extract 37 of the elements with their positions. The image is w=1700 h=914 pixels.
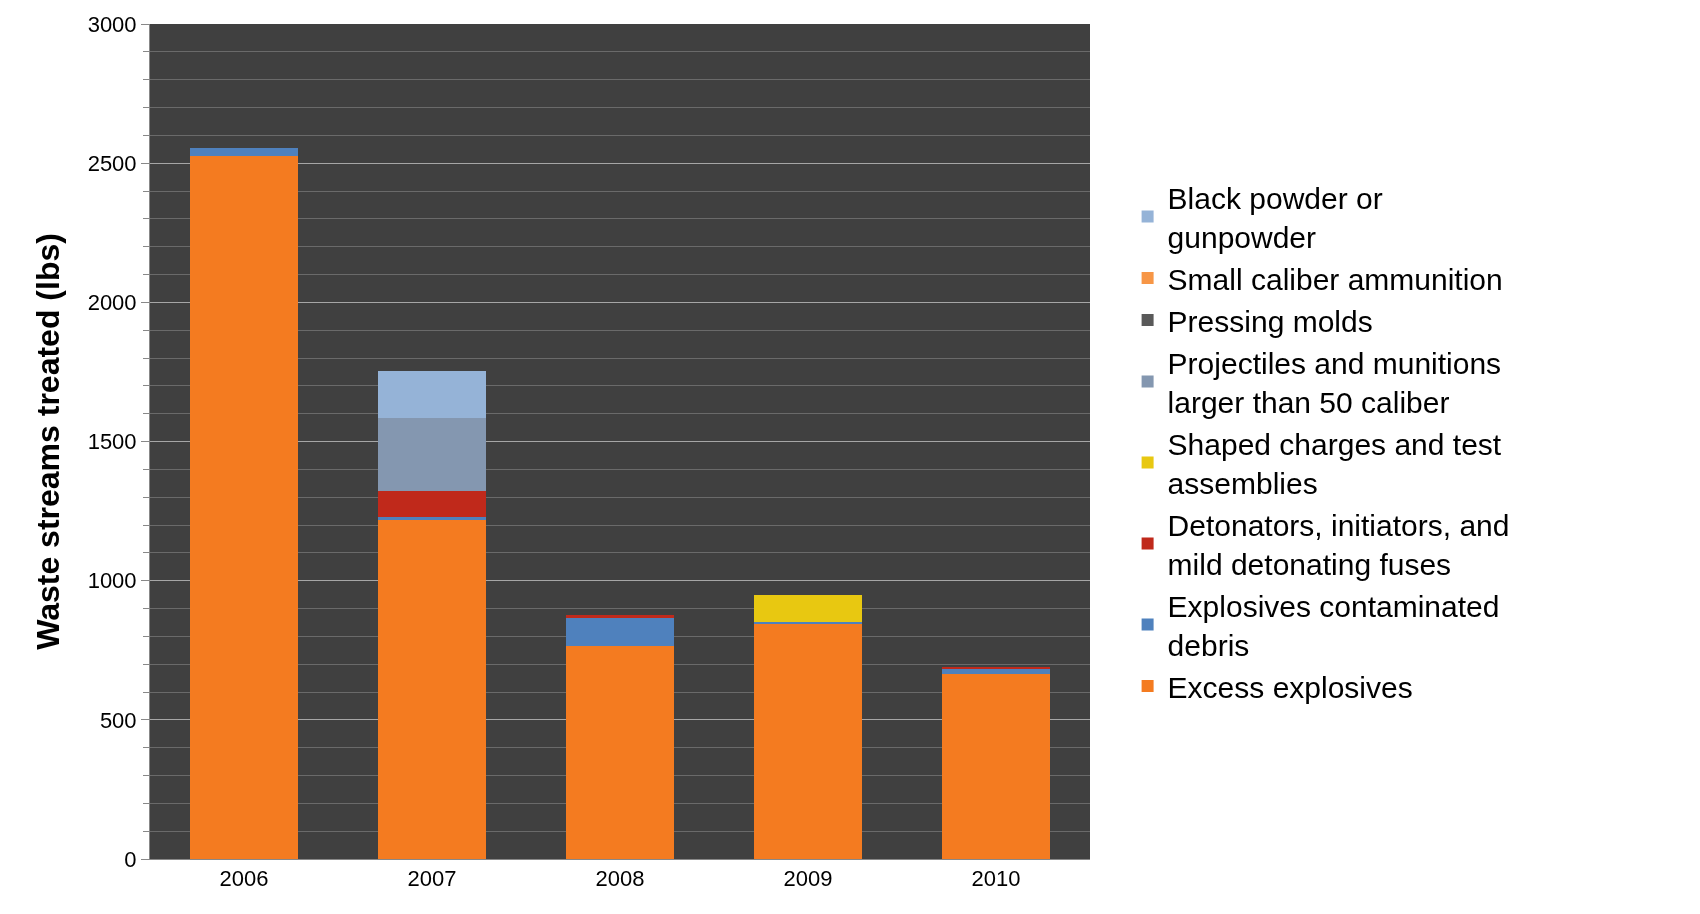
legend-label: Black powder or gunpowder (1167, 181, 1383, 254)
x-tick-label: 2009 (783, 866, 833, 892)
legend-label: Explosives contaminated debris (1167, 589, 1500, 662)
legend-label: Small caliber ammunition (1167, 262, 1503, 296)
y-tick-label: 1000 (87, 568, 137, 594)
y-axis-title: Waste streams treated (lbs) (29, 233, 66, 650)
legend-label: Pressing molds (1167, 304, 1373, 338)
y-tick-label: 2500 (87, 150, 137, 176)
x-tick-label: 2006 (219, 866, 269, 892)
legend-label: Excess explosives (1167, 670, 1413, 704)
x-tick-label: 2008 (595, 866, 645, 892)
bar (566, 618, 674, 647)
bar (378, 371, 486, 419)
bar (378, 517, 486, 520)
y-tick-label: 1500 (87, 429, 137, 455)
bar (190, 147, 298, 157)
bar (378, 418, 486, 491)
bar (566, 615, 674, 619)
bar (942, 673, 1050, 859)
x-tick-label: 2010 (971, 866, 1021, 892)
bar (378, 490, 486, 518)
bar (942, 666, 1050, 669)
bar (942, 668, 1050, 674)
bar (754, 621, 862, 624)
x-tick-label: 2007 (407, 866, 457, 892)
y-tick-label: 3000 (87, 11, 137, 37)
bar (754, 623, 862, 859)
legend-label: Projectiles and munitions larger than 50 caliber (1167, 346, 1502, 419)
legend-label: Shaped charges and test assemblies (1167, 427, 1502, 500)
legend-label: Detonators, initiators, and mild detonating fuses (1167, 508, 1510, 581)
bar (378, 519, 486, 859)
bar (190, 156, 298, 859)
y-tick-label: 0 (124, 846, 137, 872)
y-tick-label: 500 (99, 707, 137, 733)
bar (566, 646, 674, 859)
y-tick-label: 2000 (87, 290, 137, 316)
bar (754, 594, 862, 622)
